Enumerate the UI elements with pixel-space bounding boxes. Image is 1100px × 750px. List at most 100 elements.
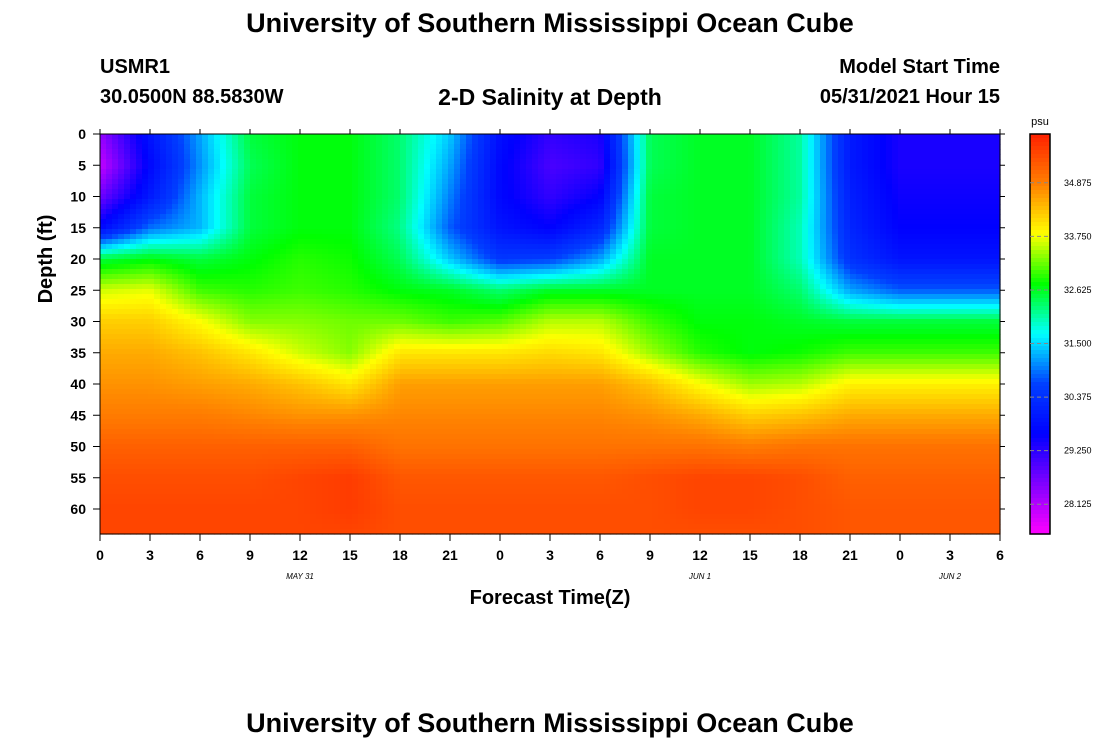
heatmap-cell [844,169,851,175]
heatmap-cell [676,264,683,270]
heatmap-cell [118,164,125,170]
heatmap-cell [826,169,833,175]
heatmap-cell [718,189,725,195]
heatmap-cell [274,249,281,255]
heatmap-cell [340,149,347,155]
heatmap-cell [940,249,947,255]
heatmap-cell [748,264,755,270]
heatmap-cell [172,159,179,165]
heatmap-cell [256,154,263,160]
heatmap-cell [448,189,455,195]
heatmap-cell [142,149,149,155]
heatmap-cell [940,234,947,240]
heatmap-cell [238,229,245,235]
heatmap-cell [106,294,113,300]
heatmap-cell [184,239,191,245]
heatmap-cell [784,244,791,250]
heatmap-cell [538,269,545,275]
heatmap-cell [514,274,521,280]
heatmap-cell [328,159,335,165]
heatmap-cell [910,259,917,265]
heatmap-cell [856,184,863,190]
heatmap-cell [178,239,185,245]
heatmap-cell [274,209,281,215]
heatmap-cell [862,159,869,165]
heatmap-cell [154,189,161,195]
heatmap-cell [184,144,191,150]
heatmap-cell [208,134,215,140]
heatmap-cell [106,244,113,250]
heatmap-cell [454,189,461,195]
heatmap-cell [178,184,185,190]
heatmap-cell [826,139,833,145]
heatmap-cell [322,134,329,140]
heatmap-cell [790,179,797,185]
heatmap-cell [544,234,551,240]
heatmap-cell [466,169,473,175]
heatmap-cell [202,294,209,300]
heatmap-cell [394,194,401,200]
heatmap-cell [622,284,629,290]
heatmap-cell [346,204,353,210]
heatmap-cell [292,254,299,260]
heatmap-cell [826,269,833,275]
heatmap-cell [730,214,737,220]
heatmap-cell [628,254,635,260]
heatmap-cell [778,174,785,180]
heatmap-cell [190,284,197,290]
heatmap-cell [820,154,827,160]
heatmap-cell [868,179,875,185]
heatmap-cell [844,199,851,205]
heatmap-cell [532,174,539,180]
heatmap-cell [172,174,179,180]
heatmap-cell [832,194,839,200]
heatmap-cell [292,239,299,245]
heatmap-cell [952,239,959,245]
heatmap-cell [280,139,287,145]
heatmap-cell [592,214,599,220]
heatmap-cell [646,294,653,300]
heatmap-cell [712,159,719,165]
heatmap-cell [886,194,893,200]
heatmap-cell [808,274,815,280]
heatmap-cell [556,214,563,220]
heatmap-cell [856,199,863,205]
heatmap-cell [358,169,365,175]
heatmap-cell [634,244,641,250]
heatmap-cell [586,214,593,220]
heatmap-cell [376,169,383,175]
heatmap-cell [250,199,257,205]
heatmap-cell [298,234,305,240]
heatmap-cell [346,144,353,150]
heatmap-cell [472,159,479,165]
heatmap-cell [904,179,911,185]
heatmap-cell [916,274,923,280]
heatmap-cell [460,259,467,265]
heatmap-cell [448,249,455,255]
heatmap-cell [628,279,635,285]
heatmap-cell [976,134,983,140]
heatmap-cell [508,174,515,180]
heatmap-cell [124,194,131,200]
heatmap-cell [400,149,407,155]
heatmap-cell [964,214,971,220]
heatmap-cell [658,144,665,150]
heatmap-cell [898,239,905,245]
heatmap-cell [358,269,365,275]
heatmap-cell [610,289,617,295]
heatmap-cell [916,219,923,225]
heatmap-cell [352,164,359,170]
heatmap-cell [220,229,227,235]
heatmap-cell [412,264,419,270]
heatmap-cell [130,194,137,200]
heatmap-cell [274,179,281,185]
heatmap-cell [688,269,695,275]
heatmap-cell [826,159,833,165]
heatmap-cell [922,179,929,185]
heatmap-cell [562,259,569,265]
heatmap-cell [850,229,857,235]
heatmap-cell [766,184,773,190]
heatmap-cell [544,144,551,150]
heatmap-cell [910,154,917,160]
heatmap-cell [982,204,989,210]
